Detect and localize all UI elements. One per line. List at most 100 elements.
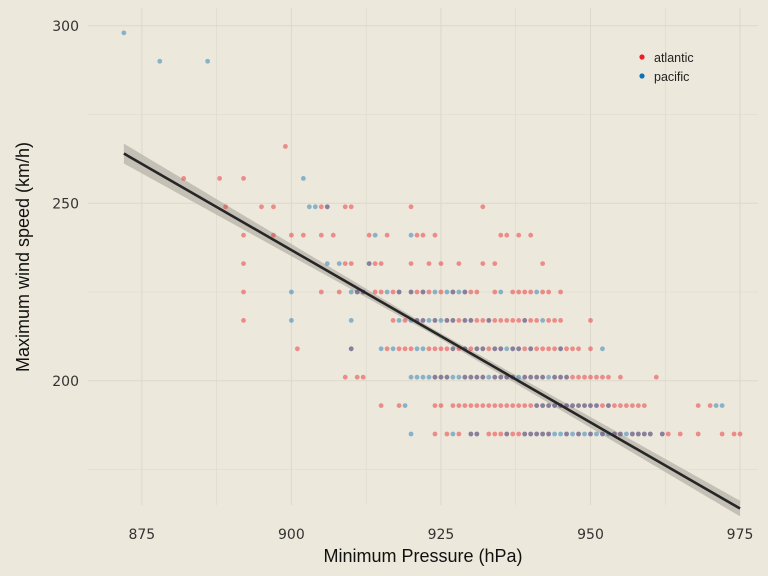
data-point-atlantic — [516, 289, 522, 295]
data-point-atlantic — [558, 289, 563, 295]
data-point-pacific — [468, 431, 474, 437]
data-point-atlantic — [432, 431, 438, 437]
data-point-pacific — [594, 403, 599, 408]
data-point-atlantic — [336, 289, 342, 295]
data-point-atlantic — [438, 374, 444, 380]
data-point-atlantic — [600, 374, 605, 380]
data-point-pacific — [558, 346, 563, 352]
data-point-atlantic — [456, 261, 462, 266]
data-point-atlantic — [492, 318, 498, 323]
data-point-atlantic — [444, 431, 450, 437]
data-point-atlantic — [588, 431, 593, 437]
data-point-atlantic — [474, 374, 480, 380]
data-point-atlantic — [540, 403, 546, 408]
data-point-atlantic — [558, 346, 563, 352]
data-point-pacific — [480, 374, 486, 380]
data-point-atlantic — [378, 261, 384, 266]
data-point-atlantic — [504, 232, 510, 238]
data-point-atlantic — [570, 403, 575, 408]
data-point-pacific — [444, 318, 450, 323]
data-point-pacific — [558, 431, 563, 437]
x-tick-label: 925 — [428, 527, 455, 543]
fit-line — [123, 152, 741, 510]
data-point-pacific — [378, 346, 384, 352]
data-point-atlantic — [534, 346, 540, 352]
data-point-atlantic — [594, 374, 599, 380]
data-point-atlantic — [271, 232, 276, 238]
data-point-atlantic — [420, 318, 426, 323]
data-point-pacific — [504, 346, 510, 352]
y-tick-label: 300 — [52, 19, 79, 35]
data-point-atlantic — [348, 204, 354, 210]
data-point-pacific — [576, 403, 581, 408]
data-point-pacific — [480, 346, 486, 352]
data-point-atlantic — [522, 318, 528, 323]
data-point-atlantic — [695, 431, 701, 437]
data-point-atlantic — [426, 346, 432, 352]
data-point-atlantic — [564, 374, 569, 380]
data-point-atlantic — [462, 403, 468, 408]
data-point-pacific — [570, 431, 575, 437]
grid-lines — [88, 8, 758, 505]
x-tick-label: 950 — [577, 527, 604, 543]
data-point-pacific — [516, 346, 522, 352]
data-point-pacific — [540, 403, 546, 408]
data-point-pacific — [528, 346, 534, 352]
data-point-pacific — [600, 431, 605, 437]
data-point-atlantic — [366, 232, 372, 238]
data-point-pacific — [450, 318, 456, 323]
data-point-atlantic — [456, 318, 462, 323]
data-point-pacific — [426, 374, 432, 380]
data-point-atlantic — [181, 176, 187, 181]
data-point-pacific — [713, 403, 719, 408]
data-point-pacific — [522, 374, 528, 380]
data-point-pacific — [546, 403, 552, 408]
data-point-atlantic — [653, 374, 659, 380]
data-point-pacific — [372, 232, 378, 238]
data-point-atlantic — [390, 318, 396, 323]
data-point-atlantic — [241, 176, 246, 181]
data-point-atlantic — [318, 289, 324, 295]
data-point-pacific — [576, 431, 581, 437]
data-point-pacific — [444, 289, 450, 295]
data-point-atlantic — [259, 204, 264, 210]
data-point-atlantic — [665, 431, 671, 437]
data-point-atlantic — [558, 374, 563, 380]
data-point-atlantic — [366, 261, 372, 266]
data-point-atlantic — [498, 431, 504, 437]
data-point-pacific — [582, 431, 587, 437]
data-point-atlantic — [576, 374, 581, 380]
data-point-atlantic — [468, 318, 474, 323]
data-point-atlantic — [450, 346, 456, 352]
data-point-pacific — [432, 289, 438, 295]
data-point-atlantic — [564, 346, 569, 352]
data-point-atlantic — [492, 403, 498, 408]
data-point-atlantic — [324, 204, 330, 210]
data-point-atlantic — [450, 403, 456, 408]
x-tick-label: 900 — [278, 527, 305, 543]
data-point-atlantic — [528, 318, 534, 323]
data-point-pacific — [564, 431, 569, 437]
data-point-pacific — [438, 374, 444, 380]
data-point-atlantic — [426, 289, 432, 295]
data-point-atlantic — [522, 289, 528, 295]
data-point-atlantic — [468, 374, 474, 380]
data-point-atlantic — [432, 403, 438, 408]
data-point-atlantic — [396, 403, 402, 408]
data-point-atlantic — [486, 346, 492, 352]
data-point-atlantic — [522, 403, 528, 408]
data-point-atlantic — [516, 232, 522, 238]
data-point-pacific — [546, 431, 552, 437]
data-point-atlantic — [504, 431, 510, 437]
data-point-pacific — [462, 374, 468, 380]
data-point-atlantic — [588, 374, 593, 380]
data-point-pacific — [438, 318, 444, 323]
data-point-atlantic — [695, 403, 701, 408]
data-point-pacific — [396, 289, 402, 295]
data-point-pacific — [408, 232, 414, 238]
data-point-atlantic — [498, 232, 504, 238]
data-point-atlantic — [576, 431, 581, 437]
data-point-pacific — [157, 58, 163, 64]
data-point-atlantic — [217, 176, 223, 181]
data-point-atlantic — [223, 204, 228, 210]
